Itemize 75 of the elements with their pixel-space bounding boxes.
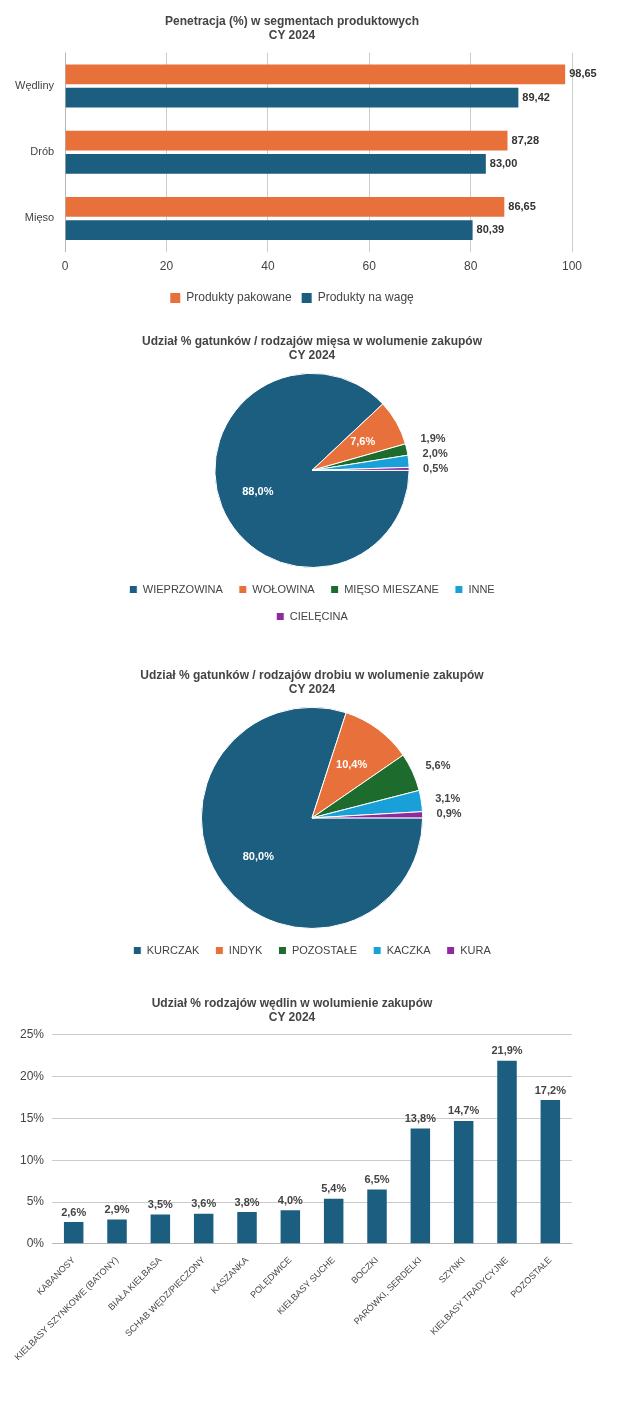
y-tick-label: Mięso <box>24 211 55 224</box>
legend-label: Produkty na wagę <box>317 290 415 305</box>
data-label: 87,28 <box>511 133 540 146</box>
bar <box>193 1213 214 1244</box>
chart-subtitle: CY 2024 <box>268 1009 316 1024</box>
data-label: 3,1% <box>435 791 461 804</box>
bar <box>323 1198 344 1244</box>
data-label: 86,65 <box>508 199 536 212</box>
chart-title: Udział % gatunków / rodzajów mięsa w wolumenie zakupów <box>141 333 483 348</box>
data-label: 80,0% <box>242 849 275 862</box>
bar <box>540 1100 561 1244</box>
chart-subtitle: CY 2024 <box>268 27 316 42</box>
chart-subtitle: CY 2024 <box>288 347 336 362</box>
data-label: 2,9% <box>104 1203 130 1216</box>
data-label: 98,65 <box>569 67 597 80</box>
legend-label: WIEPRZOWINA <box>142 582 224 595</box>
data-label: 3,5% <box>147 1198 174 1211</box>
x-tick-label: 60 <box>362 259 377 274</box>
y-tick-label: 20% <box>19 1068 45 1083</box>
data-label: 83,00 <box>489 156 518 169</box>
bar <box>367 1189 387 1244</box>
legend-label: POZOSTAŁE <box>291 943 358 956</box>
data-label: 2,0% <box>422 446 448 459</box>
legend-label: KURA <box>460 943 492 956</box>
data-label: 88,0% <box>242 484 274 497</box>
y-tick-label: Drób <box>30 145 55 158</box>
data-label: 7,6% <box>350 434 376 447</box>
data-label: 13,8% <box>404 1111 437 1124</box>
legend-label: INDYK <box>228 943 264 956</box>
y-tick-label: 10% <box>19 1152 45 1167</box>
data-label: 80,39 <box>476 223 505 236</box>
data-label: 2,6% <box>61 1205 87 1218</box>
y-tick-label: 15% <box>19 1110 45 1125</box>
data-label: 4,0% <box>277 1193 304 1206</box>
data-label: 3,8% <box>234 1195 260 1208</box>
y-tick-label: 25% <box>19 1027 45 1042</box>
chart-subtitle: CY 2024 <box>288 681 336 696</box>
legend-label: KACZKA <box>386 943 432 956</box>
bar <box>497 1060 517 1244</box>
data-label: 5,4% <box>321 1182 347 1195</box>
bar <box>237 1212 257 1244</box>
data-label: 21,9% <box>491 1044 523 1057</box>
y-tick-label: Wędliny <box>15 78 55 91</box>
legend-label: INNE <box>468 582 495 595</box>
y-tick-label: 0% <box>26 1236 45 1251</box>
legend-label: MIĘSO MIESZANE <box>344 582 439 595</box>
x-tick-label: 0 <box>61 259 69 274</box>
data-label: 10,4% <box>336 757 368 770</box>
data-label: 89,42 <box>522 90 550 103</box>
bar <box>150 1214 171 1244</box>
bar <box>63 1222 84 1244</box>
data-label: 6,5% <box>364 1173 390 1185</box>
data-label: 14,7% <box>448 1104 480 1117</box>
data-label: 5,6% <box>425 759 451 772</box>
data-label: 17,2% <box>534 1083 567 1096</box>
x-tick-label: 80 <box>463 259 478 274</box>
data-label: 3,6% <box>191 1197 217 1210</box>
x-tick-label: 20 <box>159 259 174 274</box>
legend-label: Produkty pakowane <box>186 290 292 305</box>
data-label: 0,5% <box>423 461 449 474</box>
chart-title: Udział % rodzajów wędlin w wolumienie zakupów <box>151 995 434 1010</box>
bar <box>280 1210 301 1244</box>
y-tick-label: 5% <box>26 1194 45 1209</box>
legend-label: WOŁOWINA <box>252 582 316 595</box>
bar <box>107 1219 127 1244</box>
data-label: 1,9% <box>420 431 446 444</box>
bar <box>453 1120 474 1244</box>
x-tick-label: 100 <box>561 259 583 274</box>
legend-label: KURCZAK <box>146 943 200 956</box>
x-tick-label: 40 <box>261 259 275 274</box>
chart-title: Penetracja (%) w segmentach produktowych <box>164 13 420 28</box>
data-label: 0,9% <box>436 807 462 820</box>
chart-title: Udział % gatunków / rodzajów drobiu w wolumenie zakupów <box>140 667 485 682</box>
legend-label: CIELĘCINA <box>289 609 349 622</box>
bar <box>410 1128 431 1244</box>
